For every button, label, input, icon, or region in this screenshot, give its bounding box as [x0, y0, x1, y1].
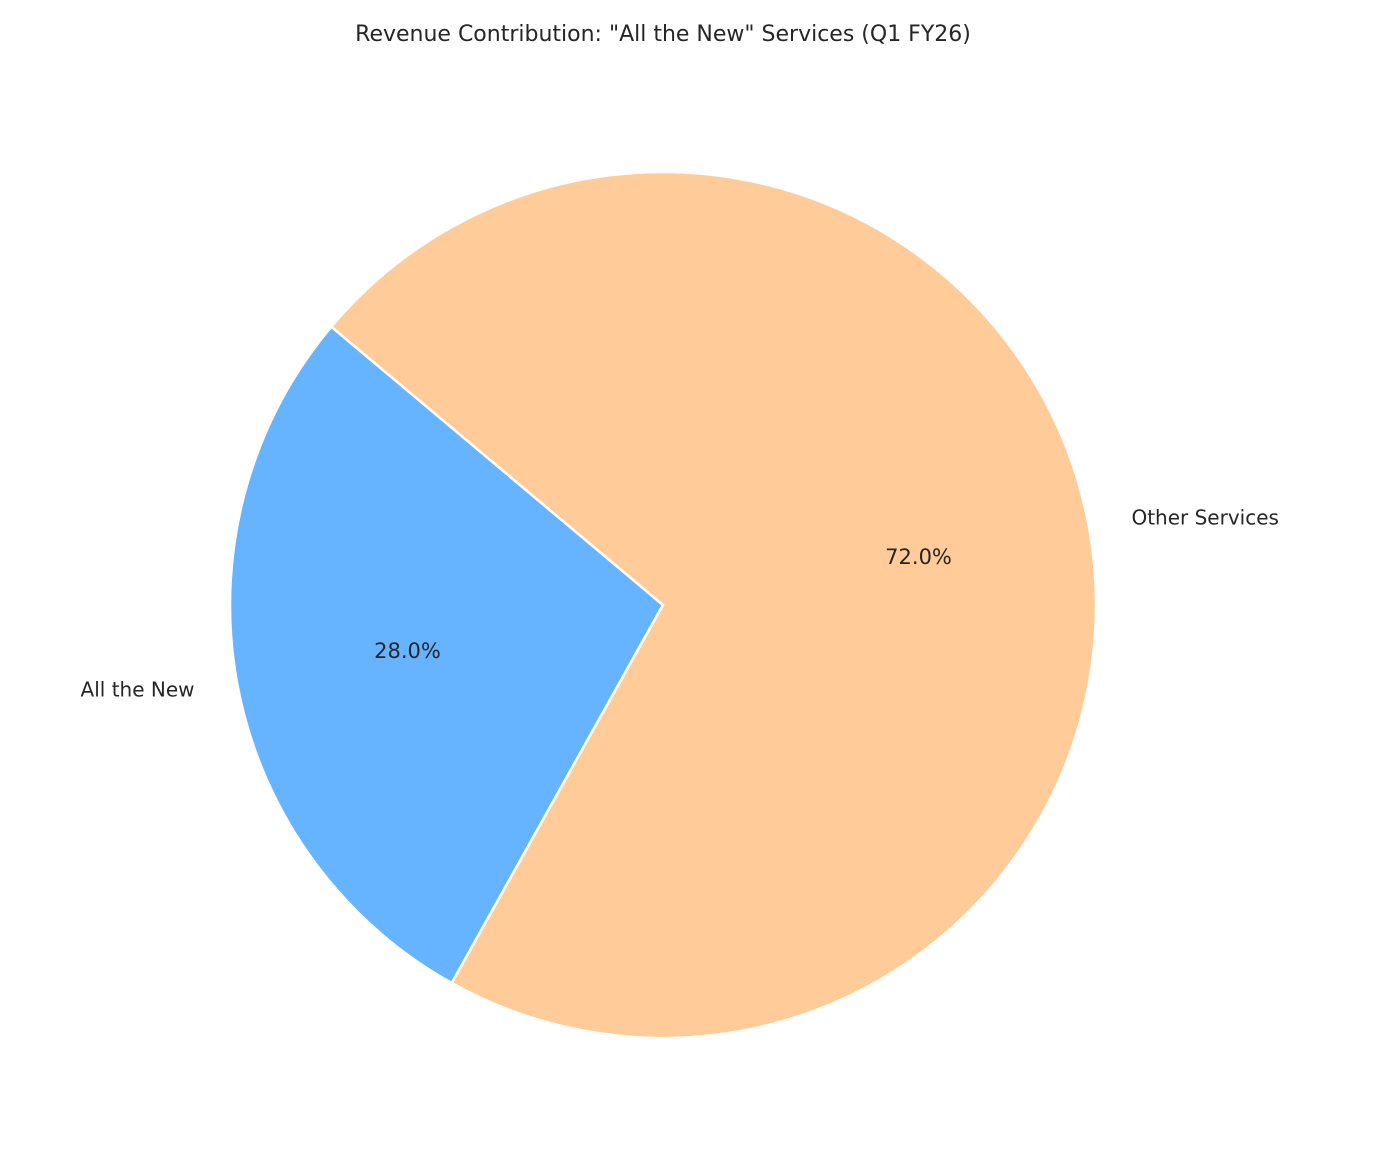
slice-label: Other Services: [1131, 506, 1278, 530]
value-label: 28.0%: [374, 639, 441, 663]
chart-title: Revenue Contribution: "All the New" Serv…: [355, 22, 971, 47]
pie-slice: [329, 170, 1098, 1040]
slice-label: All the New: [81, 677, 195, 701]
pie-slice: [228, 324, 665, 985]
value-label: 72.0%: [885, 545, 952, 569]
